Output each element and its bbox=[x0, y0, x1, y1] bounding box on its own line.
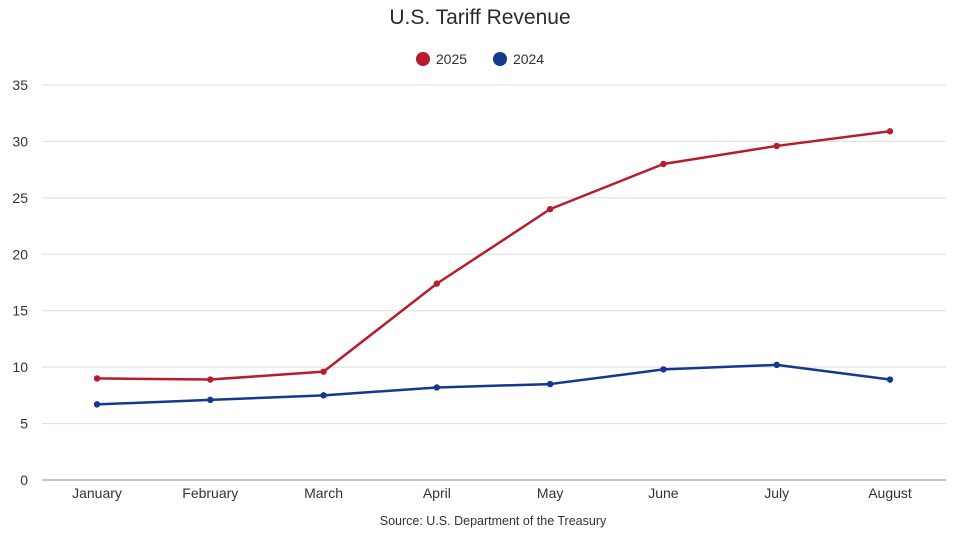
source-note: Source: U.S. Department of the Treasury bbox=[379, 514, 607, 528]
y-tick-label-35: 35 bbox=[12, 77, 28, 93]
x-tick-label-july: July bbox=[764, 485, 789, 501]
data-point-2025-march bbox=[320, 368, 327, 375]
data-point-2024-june bbox=[660, 366, 667, 373]
legend-label-2024: 2024 bbox=[512, 51, 545, 68]
y-tick-label-30: 30 bbox=[12, 133, 28, 149]
data-point-2025-june bbox=[660, 160, 667, 168]
legend: 2025 2024 bbox=[0, 50, 960, 67]
y-tick-label-10: 10 bbox=[12, 359, 28, 375]
data-point-2024-july bbox=[773, 361, 780, 369]
data-point-2025-july bbox=[773, 142, 780, 150]
data-point-2025-january bbox=[93, 375, 101, 382]
data-point-2024-april bbox=[433, 384, 441, 391]
y-tick-label-20: 20 bbox=[12, 246, 28, 262]
legend-item-2025: 2025 bbox=[415, 51, 468, 68]
data-point-2024-august bbox=[886, 376, 894, 383]
legend-label-2025: 2025 bbox=[435, 51, 468, 68]
series-line-2024 bbox=[96, 363, 891, 406]
x-tick-label-may: May bbox=[537, 485, 563, 501]
x-tick-label-august: August bbox=[868, 485, 912, 501]
x-tick-label-january: January bbox=[72, 485, 122, 501]
data-point-2024-may bbox=[546, 380, 554, 388]
y-tick-label-25: 25 bbox=[12, 190, 28, 206]
y-tick-label-5: 5 bbox=[20, 416, 28, 432]
data-point-2024-march bbox=[320, 392, 327, 399]
y-tick-label-15: 15 bbox=[12, 303, 28, 319]
data-point-2024-january bbox=[93, 401, 101, 408]
data-point-2025-february bbox=[207, 376, 214, 383]
x-tick-label-april: April bbox=[423, 485, 451, 501]
x-tick-label-march: March bbox=[304, 485, 343, 501]
data-point-2025-april bbox=[433, 280, 441, 287]
data-point-2025-may bbox=[546, 205, 554, 213]
series-line-2025 bbox=[96, 130, 891, 381]
chart-title: U.S. Tariff Revenue bbox=[389, 6, 571, 29]
data-point-2025-august bbox=[886, 128, 894, 135]
legend-marker-2024 bbox=[492, 52, 507, 67]
x-tick-label-june: June bbox=[648, 485, 679, 501]
x-tick-label-february: February bbox=[182, 485, 238, 501]
legend-marker-2025 bbox=[415, 52, 430, 67]
legend-item-2024: 2024 bbox=[492, 51, 545, 68]
y-tick-label-0: 0 bbox=[20, 472, 28, 488]
data-point-2024-february bbox=[207, 396, 214, 404]
